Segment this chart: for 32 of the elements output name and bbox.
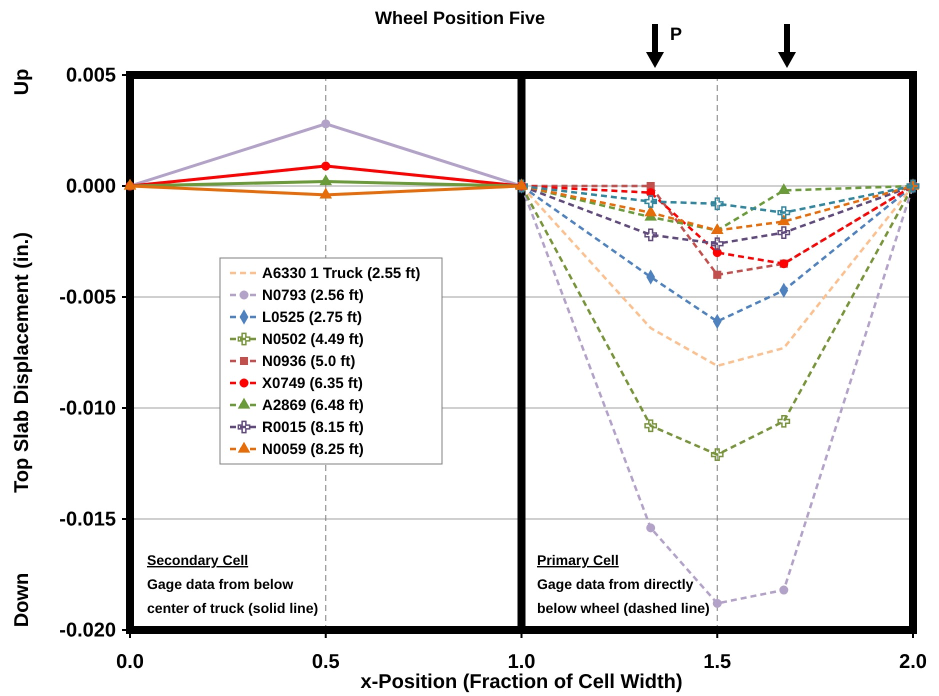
legend-label: N0793 (2.56 ft) bbox=[262, 287, 364, 304]
y-tick-label: -0.010 bbox=[59, 397, 116, 420]
legend-label: L0525 (2.75 ft) bbox=[262, 309, 362, 326]
annotation: Gage data from below bbox=[147, 576, 294, 592]
x-tick-label: 1.0 bbox=[508, 651, 536, 674]
legend-label: N0502 (4.49 ft) bbox=[262, 331, 364, 348]
legend-label: N0059 (8.25 ft) bbox=[262, 441, 364, 458]
x-tick-label: 1.5 bbox=[703, 651, 732, 674]
legend-label: A2869 (6.48 ft) bbox=[262, 397, 364, 414]
text: Wheel Position Five bbox=[375, 8, 546, 28]
legend-label: X0749 (6.35 ft) bbox=[262, 375, 363, 392]
legend-label: N0936 (5.0 ft) bbox=[262, 353, 356, 370]
x-axis-title: x-Position (Fraction of Cell Width) bbox=[360, 671, 683, 693]
y-tick-label: -0.015 bbox=[59, 508, 116, 530]
y-tick-label: -0.005 bbox=[59, 286, 116, 308]
y-tick-label: 0.005 bbox=[66, 64, 116, 86]
annotation: Gage data from directly bbox=[537, 576, 694, 592]
y-tick-label: 0.000 bbox=[66, 175, 116, 198]
y-tick-label: -0.020 bbox=[59, 619, 116, 642]
legend-label: A6330 1 Truck (2.55 ft) bbox=[262, 265, 420, 282]
y-axis-title: Top Slab Displacement (in.) bbox=[11, 232, 33, 493]
text: P bbox=[670, 24, 682, 44]
x-tick-label: 0.5 bbox=[312, 651, 340, 674]
annotation: Primary Cell bbox=[537, 552, 619, 568]
x-tick-label: 0.0 bbox=[116, 651, 144, 674]
x-tick-label: 2.0 bbox=[899, 651, 927, 674]
annotation: below wheel (dashed line) bbox=[537, 600, 710, 616]
legend-label: R0015 (8.15 ft) bbox=[262, 419, 364, 436]
annotation: center of truck (solid line) bbox=[147, 600, 318, 616]
text: Down bbox=[11, 572, 33, 628]
annotation: Secondary Cell bbox=[147, 552, 248, 568]
text: Up bbox=[11, 68, 33, 96]
